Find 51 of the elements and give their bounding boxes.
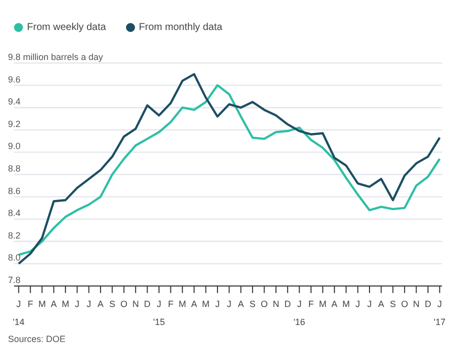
x-tick-label: D (284, 299, 292, 309)
x-tick-label: A (98, 299, 104, 309)
x-tick-label: O (120, 299, 128, 309)
x-tick-label: J '17 (434, 299, 446, 327)
x-tick-label: M (342, 299, 350, 309)
x-tick-label: J (215, 299, 220, 309)
x-tick-label: J (74, 299, 80, 309)
x-tick-label: F (168, 299, 174, 309)
y-tick-label: 9.0 (8, 141, 21, 152)
x-tick-label: A (238, 299, 244, 309)
x-tick-label: J (367, 299, 372, 309)
x-tick-label: F (308, 299, 314, 309)
x-tick-label: J (356, 299, 360, 309)
legend-label: From monthly data (138, 22, 222, 33)
x-tick-label: F (28, 299, 34, 309)
x-tick-label: J (86, 299, 92, 309)
x-tick-label: A (331, 299, 338, 309)
x-tick-label: J '14 (12, 299, 25, 327)
x-tick-label: M (178, 299, 186, 309)
y-tick-label: 8.6 (8, 186, 21, 196)
x-tick-label: D (424, 299, 432, 309)
x-tick-label: N (272, 299, 280, 309)
y-tick-label: 9.6 (8, 74, 21, 84)
y-tick-label: 9.2 (8, 118, 21, 129)
y-tick-label: 9.8 million barrels a day (8, 52, 104, 62)
x-tick-label: D (144, 299, 152, 309)
x-tick-label: J (226, 299, 232, 309)
x-tick-label: N (132, 299, 139, 309)
x-tick-label: S (109, 299, 116, 309)
x-tick-label: S (250, 299, 256, 309)
x-tick-label: M (38, 299, 46, 309)
x-tick-label: S (390, 299, 396, 309)
y-tick-label: 9.4 (8, 96, 21, 107)
x-tick-label: J '16 (293, 299, 306, 327)
source-note: Sources: DOE (8, 334, 66, 344)
legend-label: From weekly data (27, 22, 106, 33)
x-tick-label: M (318, 299, 326, 309)
x-tick-label: M (62, 299, 70, 309)
y-tick-label: 8.2 (8, 230, 21, 240)
x-tick-label: O (401, 299, 408, 309)
x-tick-label: N (413, 299, 420, 309)
y-tick-label: 8.8 (8, 164, 21, 174)
x-tick-label: J '15 (153, 299, 165, 327)
x-tick-label: O (260, 299, 268, 309)
y-tick-label: 8.4 (8, 208, 21, 218)
x-tick-label: A (378, 299, 384, 309)
x-tick-label: A (50, 299, 57, 309)
y-tick-label: 7.8 (8, 275, 21, 285)
x-tick-label: M (202, 299, 210, 309)
y-tick-label: 8.0 (8, 252, 21, 263)
x-tick-label: A (191, 299, 198, 309)
